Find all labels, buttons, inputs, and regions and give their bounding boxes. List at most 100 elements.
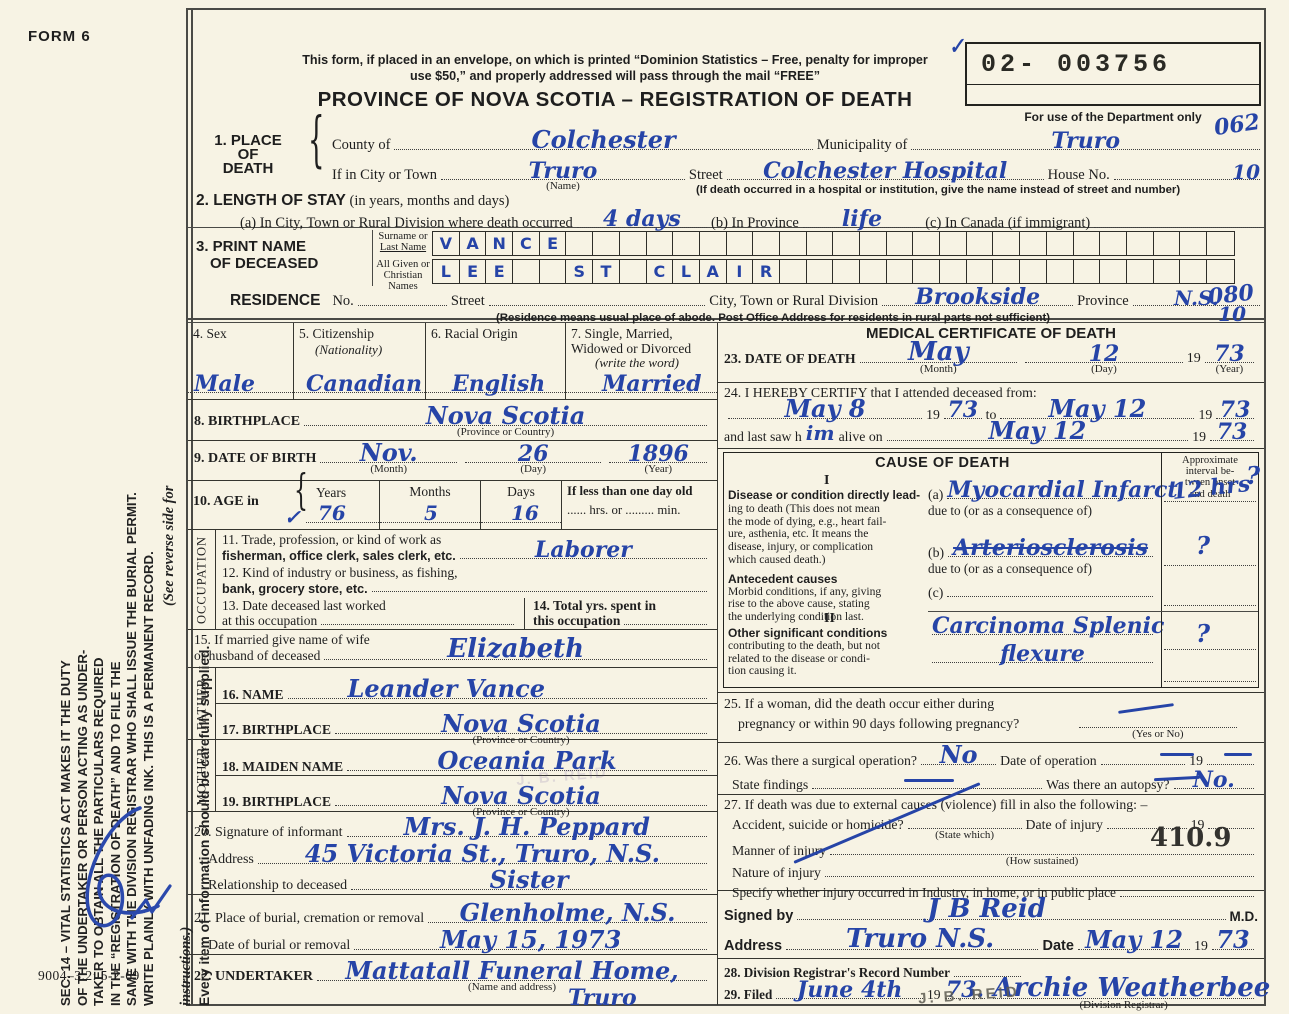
accident-row: Accident, suicide or homicide? (State wh… bbox=[732, 813, 1258, 841]
operation-year-pre: 19 bbox=[1189, 753, 1204, 768]
sex-cell: 4. Sex Male bbox=[188, 323, 294, 399]
letter-box bbox=[700, 232, 727, 255]
autopsy-value: No. bbox=[1192, 767, 1235, 793]
autopsy-field: No. bbox=[1173, 769, 1254, 791]
section-registrar: 28. Division Registrar's Record Number 2… bbox=[718, 959, 1270, 1011]
letter-box bbox=[620, 260, 647, 283]
marital-label-line2: Widowed or Divorced bbox=[571, 341, 692, 356]
physician-signature: J B Reid bbox=[927, 894, 1046, 924]
certify-saw-label1: and last saw h bbox=[724, 429, 802, 444]
other-value-row2: flexure bbox=[928, 639, 1157, 667]
age-years-label: Years bbox=[316, 485, 347, 500]
signed-by-label: Signed by bbox=[724, 908, 794, 924]
house-no-value: 10 bbox=[1232, 160, 1260, 184]
interval-b-dotted bbox=[1164, 565, 1256, 566]
pen-scribble-mark bbox=[85, 806, 172, 928]
father-birthplace-field: Nova Scotia (Province or Country) bbox=[335, 712, 707, 746]
letter-box: C bbox=[647, 260, 674, 283]
father-name-row: 16. NAME Leander Vance bbox=[216, 668, 717, 704]
injury-year-field bbox=[1208, 826, 1254, 829]
section-age: 10. AGE in ✓ { Years 76 Months 5 Days 16… bbox=[188, 468, 717, 530]
residence-no-field bbox=[357, 303, 447, 306]
heavy-divider-bottom bbox=[186, 321, 1266, 323]
city-town-field: Truro (Name) bbox=[441, 160, 685, 192]
hospital-note: (If death occurred in a hospital or inst… bbox=[696, 184, 1181, 196]
interval-header-line: and death bbox=[1189, 488, 1231, 500]
death-day-field: 12 (Day) bbox=[1025, 343, 1183, 375]
operation-value: No bbox=[939, 740, 978, 769]
certify-saw-pre: 19 bbox=[1192, 429, 1207, 444]
interval-header-line: Approximate bbox=[1182, 455, 1238, 466]
cause-main: CAUSE OF DEATH I Disease or condition di… bbox=[724, 453, 1178, 687]
section-length-of-stay: 2. LENGTH OF STAY (in years, months and … bbox=[196, 192, 1264, 232]
age-brace-icon: { bbox=[294, 467, 308, 516]
cause-a-label: (a) bbox=[928, 487, 944, 502]
interval-c-dotted bbox=[1164, 605, 1256, 606]
street-field: Colchester Hospital bbox=[726, 160, 1044, 182]
spouse-field: Elizabeth bbox=[324, 636, 707, 662]
letter-box bbox=[1207, 260, 1234, 283]
death-day-value: 12 bbox=[1088, 341, 1120, 367]
form-border-left-inner bbox=[191, 8, 193, 1006]
trade-label-line2: fisherman, office clerk, sales clerk, et… bbox=[222, 549, 456, 563]
antecedent-title: Antecedent causes bbox=[728, 571, 838, 586]
informant-relationship-field: Sister bbox=[351, 868, 707, 892]
occupation-vertical-text: OCCUPATION bbox=[194, 535, 208, 624]
antecedent-line: rise to the above cause, stating bbox=[728, 597, 870, 611]
signed-by-field: J B Reid bbox=[797, 896, 1226, 922]
racial-origin-label: 6. Racial Origin bbox=[431, 326, 518, 341]
letter-box bbox=[833, 260, 860, 283]
section-father: FATHER 16. NAME Leander Vance 17. BIRTHP… bbox=[188, 668, 717, 746]
letter-box bbox=[1074, 260, 1101, 283]
father-content: 16. NAME Leander Vance 17. BIRTHPLACE No… bbox=[216, 668, 717, 746]
stay-a-field: 4 days bbox=[576, 208, 708, 230]
municipality-label: Municipality of bbox=[816, 137, 908, 153]
place-label-line3: DEATH bbox=[222, 160, 274, 177]
letter-box: V bbox=[433, 232, 460, 255]
certify-from-year: 73 bbox=[947, 397, 979, 423]
findings-label: State findings bbox=[732, 777, 809, 792]
residence-city-label: City, Town or Rural Division bbox=[709, 293, 879, 309]
occupation-vertical-label: OCCUPATION bbox=[188, 530, 216, 629]
certify-to-pre: 19 bbox=[1198, 407, 1213, 422]
filed-year-pre: 19 bbox=[927, 987, 941, 1002]
manner-field: (How sustained) bbox=[830, 852, 1254, 867]
letter-box bbox=[860, 260, 887, 283]
place-of-death-label: 1. PLACE OF DEATH bbox=[200, 133, 296, 177]
cause-b-value: Arteriosclerosis bbox=[953, 535, 1149, 561]
letter-box bbox=[1020, 232, 1047, 255]
marital-value: Married bbox=[602, 371, 702, 397]
undertaker-value: Mattatall Funeral Home, bbox=[345, 956, 679, 985]
birth-day-caption: (Day) bbox=[520, 463, 547, 475]
age-months-dotted bbox=[380, 522, 480, 523]
division-registrar-caption: (Division Registrar) bbox=[1079, 999, 1168, 1011]
certify-from-pre: 19 bbox=[926, 407, 940, 422]
filed-year-value: 73. bbox=[945, 977, 985, 1003]
place-row-city: If in City or Town Truro (Name) Street Co… bbox=[332, 154, 1264, 192]
external-label: 27. If death was due to external causes … bbox=[724, 797, 1148, 812]
citizenship-label: 5. Citizenship bbox=[299, 326, 374, 341]
mother-content: 18. MAIDEN NAME Oceania Park 19. BIRTHPL… bbox=[216, 740, 717, 818]
letter-box: S bbox=[566, 260, 594, 283]
letter-box bbox=[993, 260, 1021, 283]
letter-box bbox=[1020, 260, 1047, 283]
section-undertaker: 22. UNDERTAKER Mattatall Funeral Home, (N… bbox=[188, 955, 717, 1011]
age-less-than-day-cell: If less than one day old ...... hrs. or … bbox=[562, 481, 717, 529]
residence-street-field bbox=[488, 303, 706, 306]
death-month-caption: (Month) bbox=[920, 363, 957, 375]
residence-province-field: N.S. bbox=[1132, 288, 1260, 308]
interval-other-value: ? bbox=[1196, 619, 1211, 648]
record-number-field bbox=[954, 974, 1021, 977]
mother-birthplace-value: Nova Scotia bbox=[441, 781, 601, 810]
signed-year-pre: 19 bbox=[1194, 938, 1208, 953]
informant-address-label: Address bbox=[208, 852, 254, 867]
other-line: related to the disease or condi- bbox=[728, 651, 870, 665]
interval-other-dotted1 bbox=[1164, 649, 1256, 650]
cause-b-field: Arteriosclerosis bbox=[948, 537, 1153, 559]
certify-to-year-field: 73 bbox=[1216, 399, 1254, 421]
letter-box bbox=[780, 260, 807, 283]
stay-c-field bbox=[1094, 225, 1260, 228]
certify-from-field: May 8 bbox=[728, 397, 923, 421]
length-of-stay-title: 2. LENGTH OF STAY bbox=[196, 192, 346, 209]
